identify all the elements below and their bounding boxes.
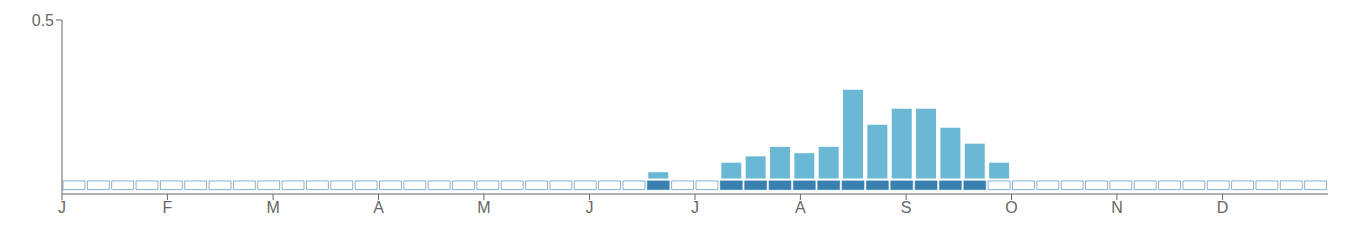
svg-text:J: J [586, 199, 594, 216]
svg-text:A: A [373, 199, 384, 216]
svg-text:O: O [1005, 199, 1017, 216]
svg-text:F: F [163, 199, 173, 216]
svg-text:J: J [691, 199, 699, 216]
svg-text:N: N [1111, 199, 1123, 216]
svg-text:0.5: 0.5 [32, 12, 54, 29]
svg-text:A: A [795, 199, 806, 216]
svg-text:D: D [1217, 199, 1229, 216]
svg-text:M: M [266, 199, 279, 216]
svg-text:M: M [477, 199, 490, 216]
svg-text:S: S [901, 199, 912, 216]
svg-text:J: J [58, 199, 66, 216]
